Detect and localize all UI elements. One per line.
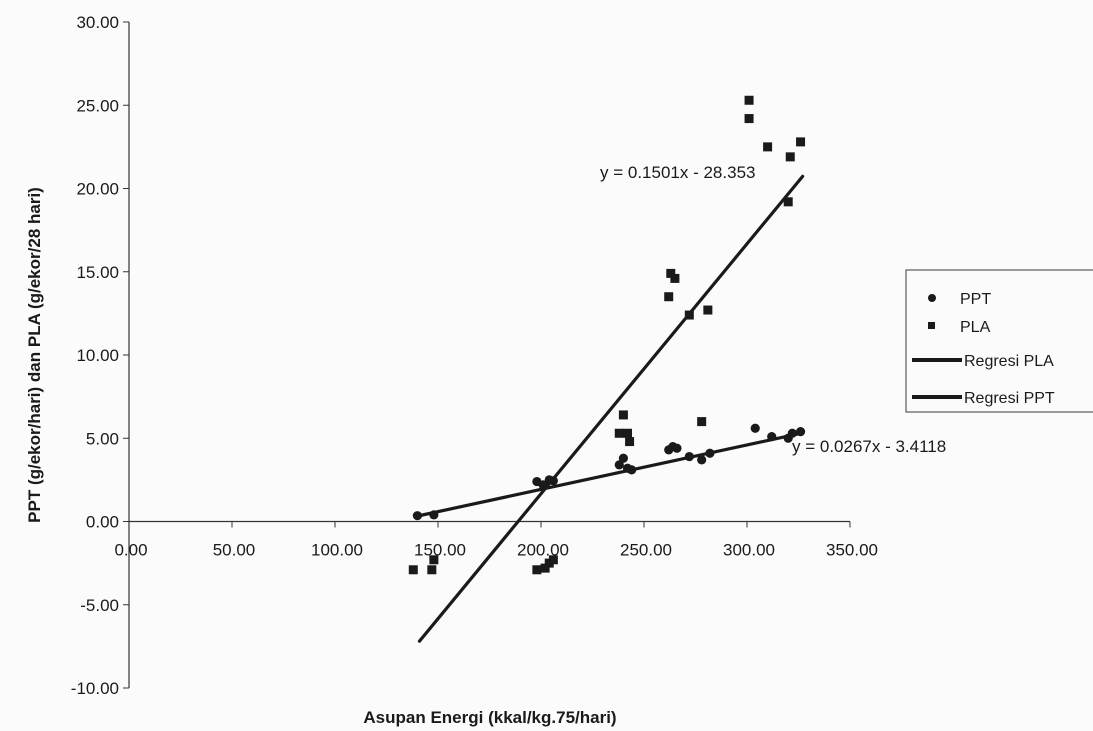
legend-marker-pla [928,322,935,329]
y-tick-label: 20.00 [76,180,119,199]
data-point-pla [623,428,633,438]
data-point-pla [540,563,550,573]
data-point-pla [783,197,793,207]
legend-box [905,269,1093,413]
x-tick-label: 300.00 [723,541,775,560]
regression-line-regresi-ppt [417,431,805,518]
data-point-ppt [750,423,760,433]
data-point-ppt [618,453,629,463]
data-point-pla [670,273,680,283]
legend-item-regresi-pla: Regresi PLA [912,353,1054,370]
legend-label-regresi-pla: Regresi PLA [964,353,1054,370]
legend-label-regresi-ppt: Regresi PPT [964,390,1055,407]
y-tick-label: 15.00 [76,263,119,282]
data-point-pla [684,310,694,320]
legend-item-pla: PLA [928,319,991,336]
data-point-ppt [697,455,707,465]
x-tick-label: 200.00 [517,541,569,560]
x-tick-label: 100.00 [311,541,363,560]
equation-label-ppt: y = 0.0267x - 3.4118 [792,437,946,456]
y-tick-label: 5.00 [86,429,119,448]
legend-item-regresi-ppt: Regresi PPT [912,390,1055,407]
data-point-pla [697,417,707,427]
data-point-ppt [538,480,548,490]
data-point-ppt [548,476,558,486]
data-point-ppt [795,426,806,437]
x-tick-label: 250.00 [620,541,672,560]
y-tick-label: 25.00 [76,96,119,115]
y-tick-label: 10.00 [76,346,119,365]
y-tick-label: 30.00 [76,13,119,32]
data-point-ppt [684,451,694,462]
y-tick-label: -5.00 [80,596,119,615]
data-point-pla [548,555,558,565]
legend-item-ppt: PPT [928,291,991,308]
data-point-ppt [787,428,797,438]
y-axis-title: PPT (g/ekor/hari) dan PLA (g/ekor/28 har… [25,187,44,523]
data-point-pla [614,428,624,438]
x-tick-label: 350.00 [826,541,878,560]
data-point-pla [625,437,635,447]
equation-label-pla: y = 0.1501x - 28.353 [600,163,755,182]
data-point-ppt [614,460,624,470]
legend-label-ppt: PPT [960,291,991,308]
data-point-pla [744,114,754,124]
y-tick-label: -10.00 [71,679,119,698]
data-point-pla [703,305,713,315]
x-tick-label: 0.00 [114,541,147,560]
data-point-pla [744,95,754,105]
data-point-pla [666,268,676,278]
data-point-ppt [767,431,777,442]
x-tick-label: 150.00 [414,541,466,560]
x-tick-label: 50.00 [213,541,256,560]
legend-marker-ppt [928,294,936,302]
data-marks [408,95,806,643]
legend-label-pla: PLA [960,319,991,336]
data-point-pla [427,565,437,575]
data-point-pla [785,152,795,162]
data-point-pla [618,410,628,420]
data-point-pla [796,137,806,147]
data-point-pla [532,565,542,575]
data-point-ppt [672,443,682,453]
data-point-pla [408,565,418,575]
axes: -10.00 -5.00 0.00 5.00 10.00 15.00 20.00 25.00 3… [71,13,878,698]
x-axis-title: Asupan Energi (kkal/kg.75/hari) [363,708,616,727]
data-point-ppt [705,448,715,458]
data-point-pla [664,292,674,302]
data-point-ppt [412,511,422,521]
data-point-ppt [429,510,439,520]
y-tick-label: 0.00 [86,513,119,532]
data-point-pla [429,555,439,565]
data-point-ppt [627,465,637,475]
regression-line-regresi-pla [417,174,805,643]
data-point-pla [763,142,773,152]
annotations: y = 0.1501x - 28.353 y = 0.0267x - 3.411… [600,163,946,456]
legend: PPT PLA Regresi PLA Regresi PPT [905,269,1093,413]
